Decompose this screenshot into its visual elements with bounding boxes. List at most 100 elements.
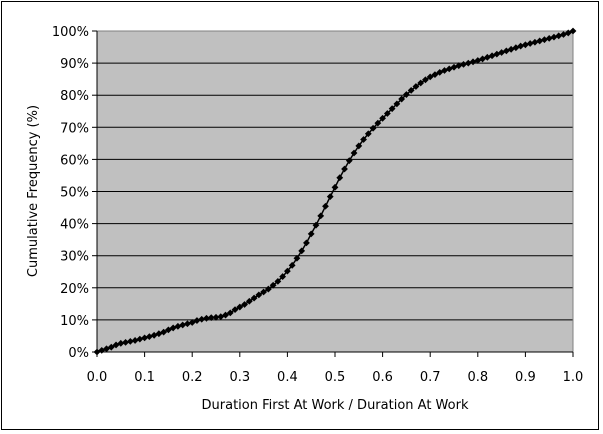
data-point-61: [383, 110, 391, 117]
data-point-37: [269, 281, 277, 289]
data-point-6: [122, 338, 129, 346]
data-point-44: [303, 239, 310, 247]
y-tick-label-4: 40%: [60, 218, 89, 233]
data-point-63: [393, 100, 401, 108]
data-point-46: [312, 221, 320, 229]
data-point-69: [422, 76, 429, 84]
data-point-68: [417, 79, 425, 87]
data-point-75: [450, 63, 458, 71]
data-point-17: [174, 322, 182, 330]
data-point-49: [326, 193, 334, 201]
x-tick-label-1: 0.1: [134, 370, 155, 385]
data-point-64: [398, 95, 406, 103]
data-point-38: [274, 277, 282, 285]
data-point-25: [212, 313, 220, 321]
y-tick-label-3: 30%: [60, 250, 89, 265]
data-point-39: [279, 273, 287, 280]
data-point-92: [531, 38, 539, 46]
data-series: [93, 27, 577, 356]
data-point-70: [426, 73, 434, 81]
data-point-47: [317, 212, 325, 220]
y-tick-label-1: 10%: [60, 314, 89, 329]
data-point-56: [360, 136, 367, 143]
data-point-40: [284, 267, 291, 275]
data-point-95: [545, 34, 553, 42]
data-point-66: [407, 86, 415, 94]
data-point-33: [250, 294, 258, 302]
data-point-12: [150, 331, 158, 339]
data-point-97: [555, 32, 563, 40]
data-point-35: [260, 288, 267, 296]
data-point-13: [155, 330, 163, 338]
data-point-11: [145, 333, 153, 340]
data-point-34: [255, 291, 263, 299]
data-point-3: [107, 343, 115, 351]
data-point-15: [165, 326, 172, 334]
y-tick-label-0: 0%: [68, 346, 89, 361]
x-axis-title: Duration First At Work / Duration At Wor…: [202, 398, 469, 413]
y-axis-title: Cumulative Frequency (%): [26, 105, 41, 277]
data-point-24: [207, 314, 215, 322]
data-point-41: [288, 261, 296, 269]
data-point-45: [307, 230, 315, 238]
x-tick-label-8: 0.8: [467, 370, 488, 385]
x-tick-label-0: 0.0: [87, 370, 108, 385]
data-point-7: [126, 338, 134, 345]
data-point-78: [464, 59, 472, 67]
data-point-32: [245, 297, 253, 305]
data-point-93: [536, 37, 544, 45]
x-tick-label-4: 0.4: [277, 370, 298, 385]
y-tick-label-10: 100%: [52, 25, 89, 40]
data-point-36: [264, 285, 272, 293]
data-point-43: [298, 247, 306, 255]
data-point-19: [184, 320, 191, 328]
data-point-53: [345, 157, 353, 165]
data-point-50: [331, 183, 339, 191]
data-point-48: [322, 202, 329, 210]
data-point-71: [431, 71, 439, 79]
data-point-26: [217, 313, 225, 321]
data-point-96: [550, 33, 558, 41]
data-point-59: [374, 119, 382, 127]
data-point-29: [231, 306, 239, 314]
axes: [92, 30, 574, 357]
data-point-57: [364, 130, 372, 138]
data-point-55: [355, 142, 363, 150]
data-point-31: [241, 301, 248, 308]
data-point-74: [445, 65, 453, 73]
data-point-77: [460, 60, 467, 68]
data-point-89: [517, 42, 525, 50]
data-point-54: [350, 149, 358, 157]
data-point-79: [469, 58, 477, 66]
data-point-10: [141, 334, 148, 342]
data-point-9: [136, 335, 144, 343]
y-tick-label-8: 80%: [60, 89, 89, 104]
y-tick-label-5: 50%: [60, 186, 89, 201]
data-point-21: [193, 317, 201, 324]
x-tick-label-5: 0.5: [325, 370, 346, 385]
x-tick-label-3: 0.3: [229, 370, 250, 385]
tick-labels: 0% 10% 20% 30% 40% 50% 60% 70% 80% 90% 100% 0.0 0.1 0…: [52, 25, 584, 385]
data-point-52: [341, 165, 348, 173]
x-tick-label-7: 0.7: [420, 370, 441, 385]
data-point-18: [179, 321, 187, 329]
x-tick-label-6: 0.6: [372, 370, 393, 385]
data-point-82: [483, 53, 491, 61]
data-point-60: [379, 114, 386, 122]
data-point-27: [222, 311, 229, 319]
data-point-62: [388, 105, 396, 113]
data-point-94: [541, 36, 548, 44]
data-point-23: [203, 314, 210, 322]
data-point-30: [236, 303, 244, 311]
y-tick-label-2: 20%: [60, 282, 89, 297]
data-point-90: [522, 41, 529, 49]
data-point-91: [526, 40, 534, 47]
y-tick-label-9: 90%: [60, 57, 89, 72]
data-point-14: [160, 328, 168, 336]
y-tick-label-7: 70%: [60, 121, 89, 136]
x-tick-label-9: 0.9: [515, 370, 536, 385]
x-tick-label-2: 0.2: [182, 370, 203, 385]
data-point-100: [569, 27, 577, 35]
data-point-42: [293, 254, 301, 262]
data-point-76: [455, 62, 463, 70]
